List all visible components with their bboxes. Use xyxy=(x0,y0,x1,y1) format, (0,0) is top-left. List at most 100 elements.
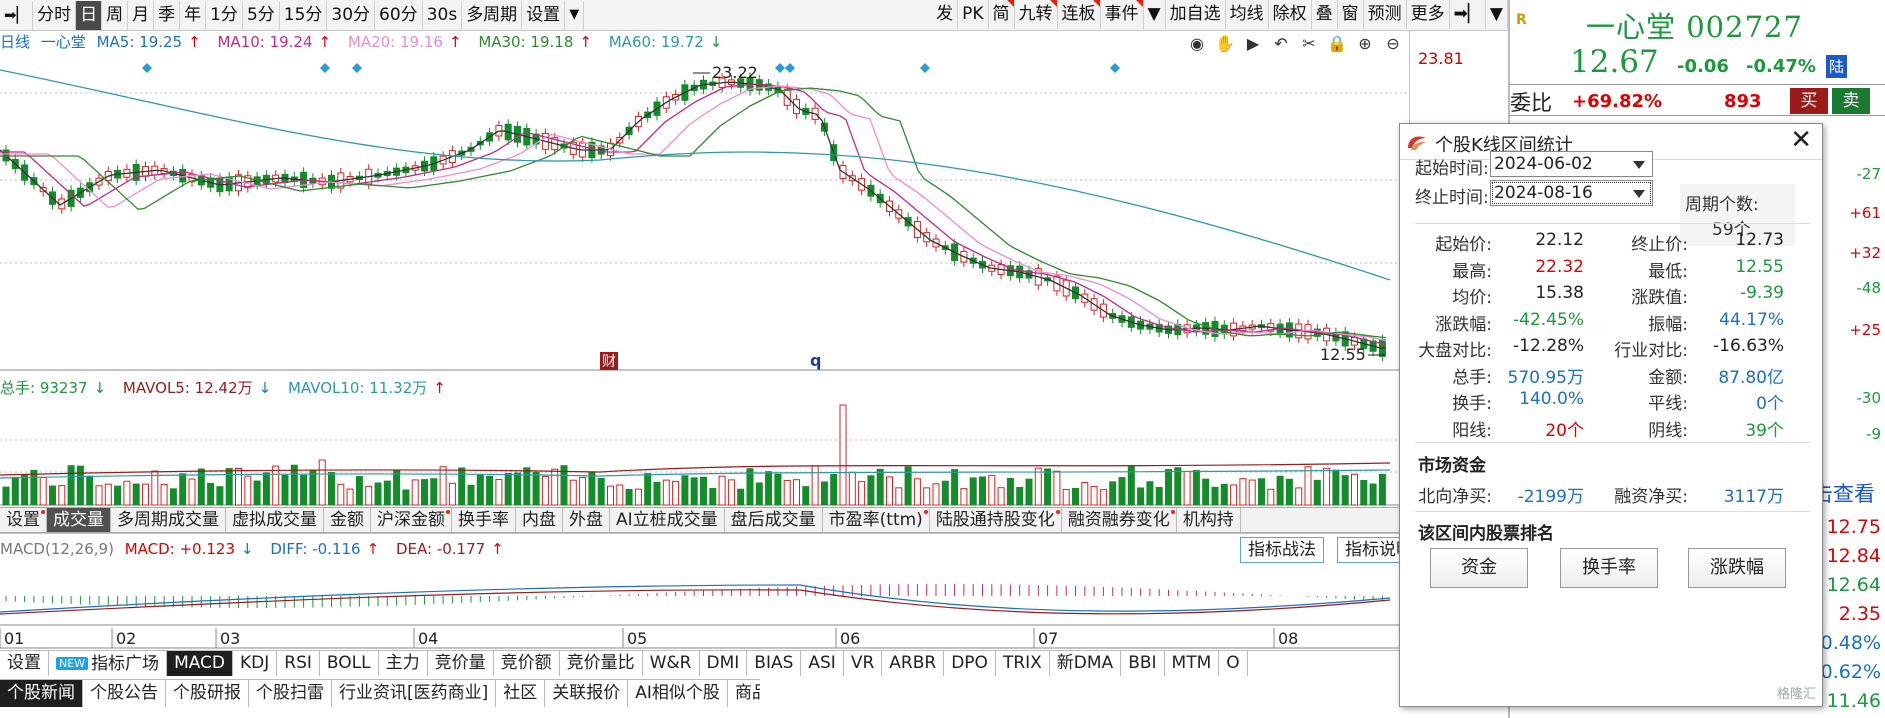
toolbar-button[interactable]: 更多 xyxy=(1407,0,1450,29)
lock-icon[interactable]: 🔒 xyxy=(1327,34,1347,53)
indicator-tab[interactable]: 内盘 xyxy=(516,508,563,532)
period-button[interactable]: 年 xyxy=(180,0,207,30)
toolbar-button[interactable]: 发 xyxy=(932,0,959,29)
indicator-tab[interactable]: 盘后成交量 xyxy=(725,508,823,532)
toolbar-button[interactable]: 加自选 xyxy=(1166,0,1226,29)
indicator-list-tab[interactable]: DPO xyxy=(944,651,996,676)
indicator-list-tab[interactable]: MACD xyxy=(167,651,234,676)
start-time-select[interactable]: 2024-06-02 xyxy=(1490,151,1653,177)
webi-row: 委比 +69.82% 893 买 卖 xyxy=(1510,84,1885,116)
period-button[interactable]: 季 xyxy=(154,0,181,30)
indicator-tab[interactable]: 机构持 xyxy=(1177,508,1241,532)
toolbar-button[interactable]: PK xyxy=(958,0,989,29)
toolbar-button[interactable]: 事件 xyxy=(1101,0,1144,29)
toolbar-button[interactable]: 预测 xyxy=(1364,0,1407,29)
indicator-list-tab[interactable]: 竞价量 xyxy=(428,651,494,676)
scissors-icon[interactable]: ✂ xyxy=(1302,34,1316,53)
period-button[interactable]: 分时 xyxy=(33,0,77,30)
end-time-select[interactable]: 2024-08-16 xyxy=(1490,180,1653,206)
volume-bar xyxy=(1202,478,1210,506)
news-tab[interactable]: 商品价格 xyxy=(728,680,760,707)
indicator-list-tab[interactable]: MTM xyxy=(1165,651,1220,676)
indicator-tab[interactable]: 设置 xyxy=(0,508,47,532)
news-tab[interactable]: 社区 xyxy=(496,680,546,707)
hand-icon[interactable]: ✋ xyxy=(1215,34,1235,53)
indicator-list-tab[interactable]: 竞价额 xyxy=(494,651,560,676)
indicator-tab[interactable]: 融资融券变化 xyxy=(1062,508,1177,532)
indicator-tab[interactable]: 市盈率(ttm) xyxy=(823,508,930,532)
kline-chart[interactable]: 23.22 12.55 财 q 01 02 03 04 05 06 07 08 xyxy=(0,0,1410,650)
toolbar-button[interactable]: 除权 xyxy=(1269,0,1312,29)
news-tab[interactable]: 个股扫雷 xyxy=(249,680,332,707)
eye-icon[interactable]: ◉ xyxy=(1190,34,1204,53)
indicator-list-tab-label: 主力 xyxy=(385,653,420,673)
toolbar-button[interactable]: 叠 xyxy=(1312,0,1338,29)
news-tab[interactable]: 关联报价 xyxy=(545,680,629,707)
indicator-tab[interactable]: 虚拟成交量 xyxy=(226,508,324,532)
collapse-arrow-icon[interactable]: ➡▏ xyxy=(0,0,34,30)
period-button[interactable]: 月 xyxy=(128,0,155,30)
period-button[interactable]: 日 xyxy=(76,0,103,30)
toolbar-button[interactable]: 连板 xyxy=(1058,0,1101,29)
indicator-list-tab[interactable]: ARBR xyxy=(882,651,945,676)
news-tab[interactable]: 个股新闻 xyxy=(0,680,83,707)
indicator-list-tab[interactable]: RSI xyxy=(277,651,320,676)
period-button[interactable]: 15分 xyxy=(280,0,328,30)
news-tab[interactable]: 个股研报 xyxy=(166,680,249,707)
indicator-list-tab[interactable]: O xyxy=(1219,651,1248,676)
indicator-tab[interactable]: 多周期成交量 xyxy=(111,508,226,532)
indicator-list-tab[interactable]: VR xyxy=(844,651,883,676)
indicator-list-tab[interactable]: W&R xyxy=(643,651,700,676)
indicator-tab[interactable]: AI立桩成交量 xyxy=(610,508,725,532)
indicator-list-tab[interactable]: 新DMA xyxy=(1050,651,1122,676)
period-button[interactable]: 设置 xyxy=(522,0,566,30)
zoom-out-icon[interactable]: ⊖ xyxy=(1386,34,1400,53)
indicator-tab[interactable]: 陆股通持股变化 xyxy=(930,508,1062,532)
dropdown-icon[interactable]: ▼ xyxy=(1144,0,1166,29)
indicator-tab[interactable]: 成交量 xyxy=(47,508,111,532)
period-button[interactable]: 多周期 xyxy=(462,0,523,30)
indicator-list-tab[interactable]: 设置 xyxy=(0,651,49,676)
indicator-list-tab[interactable]: KDJ xyxy=(233,651,278,676)
sell-button[interactable]: 卖 xyxy=(1832,88,1870,114)
news-tab[interactable]: AI相似个股 xyxy=(628,680,728,707)
indicator-help-button[interactable]: 指标说明 xyxy=(1337,537,1407,563)
indicator-list-tab[interactable]: NEW 指标广场 xyxy=(49,651,168,676)
indicator-list-tab[interactable]: ASI xyxy=(801,651,844,676)
indicator-list-tab[interactable]: TRIX xyxy=(996,651,1050,676)
indicator-list-tab[interactable]: DMI xyxy=(700,651,748,676)
period-button[interactable]: 30分 xyxy=(327,0,376,30)
period-button[interactable]: 5分 xyxy=(243,0,280,30)
indicator-list-tab[interactable]: BBI xyxy=(1121,651,1165,676)
toolbar-button[interactable]: 均线 xyxy=(1226,0,1269,29)
indicator-strategy-button[interactable]: 指标战法 xyxy=(1240,537,1324,563)
buy-button[interactable]: 买 xyxy=(1790,88,1828,114)
rank-change-button[interactable]: 涨跌幅 xyxy=(1688,548,1786,588)
indicator-list-tab[interactable]: BOLL xyxy=(320,651,379,676)
indicator-tab[interactable]: 换手率 xyxy=(452,508,516,532)
rank-fund-button[interactable]: 资金 xyxy=(1430,548,1528,588)
indicator-tab[interactable]: 外盘 xyxy=(563,508,610,532)
toolbar-button[interactable]: 九转 xyxy=(1015,0,1058,29)
news-tab[interactable]: 行业资讯[医药商业] xyxy=(332,680,497,707)
indicator-list-tab[interactable]: BIAS xyxy=(747,651,802,676)
indicator-tab[interactable]: 金额 xyxy=(324,508,371,532)
dropdown-icon[interactable]: ▼ xyxy=(1486,0,1508,29)
play-icon[interactable]: ▶ xyxy=(1246,34,1260,53)
period-button[interactable]: 60分 xyxy=(375,0,423,30)
period-button[interactable]: 1分 xyxy=(206,0,243,30)
period-button[interactable]: 周 xyxy=(102,0,129,30)
toolbar-button[interactable]: 简 xyxy=(989,0,1015,29)
indicator-tab[interactable]: 沪深金额 xyxy=(371,508,452,532)
rank-turnover-button[interactable]: 换手率 xyxy=(1560,548,1658,588)
undo-icon[interactable]: ↶ xyxy=(1274,34,1288,53)
period-button[interactable]: 30s xyxy=(423,0,463,30)
toolbar-button[interactable]: 窗 xyxy=(1338,0,1364,29)
news-tab[interactable]: 个股公告 xyxy=(83,680,166,707)
zoom-in-icon[interactable]: ⊕ xyxy=(1358,34,1372,53)
indicator-list-tab[interactable]: 竞价量比 xyxy=(560,651,643,676)
close-icon[interactable]: ✕ xyxy=(1790,125,1812,155)
indicator-list-tab[interactable]: 主力 xyxy=(379,651,428,676)
period-dropdown-icon[interactable]: ▼ xyxy=(565,0,585,30)
collapse-arrow-icon[interactable]: ➡▏ xyxy=(1450,0,1486,29)
